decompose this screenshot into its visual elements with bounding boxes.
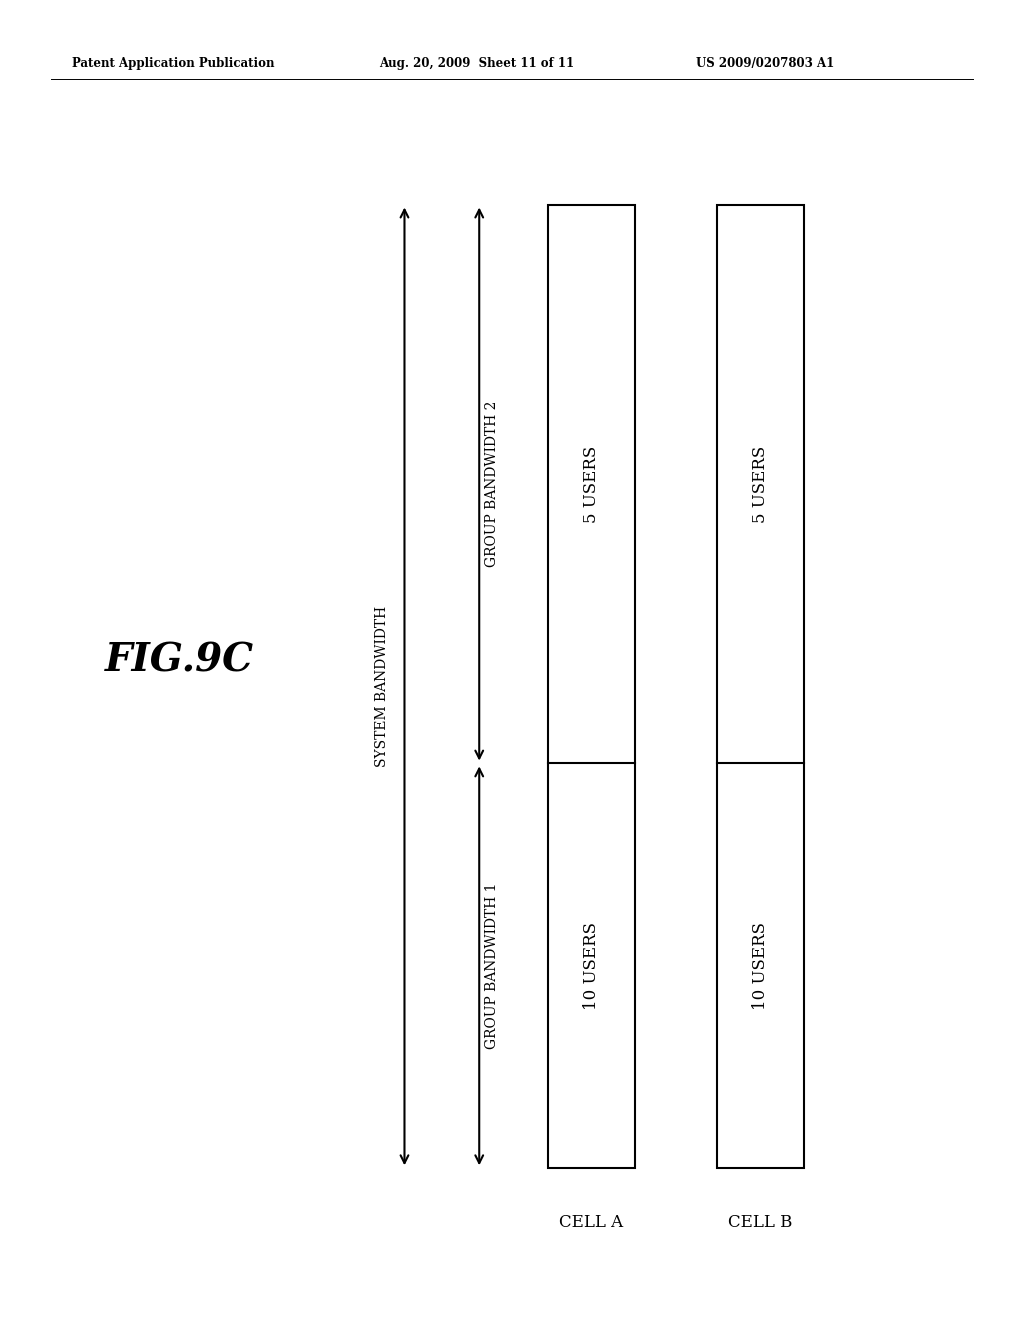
Bar <box>717 205 804 1168</box>
Text: US 2009/0207803 A1: US 2009/0207803 A1 <box>696 57 835 70</box>
Bar <box>548 205 635 1168</box>
Text: Aug. 20, 2009  Sheet 11 of 11: Aug. 20, 2009 Sheet 11 of 11 <box>379 57 574 70</box>
Text: CELL A: CELL A <box>559 1214 624 1232</box>
Text: 5 USERS: 5 USERS <box>583 445 600 523</box>
Text: SYSTEM BANDWIDTH: SYSTEM BANDWIDTH <box>375 606 389 767</box>
Text: 10 USERS: 10 USERS <box>583 921 600 1010</box>
Text: 5 USERS: 5 USERS <box>752 445 769 523</box>
Text: CELL B: CELL B <box>728 1214 793 1232</box>
Text: GROUP BANDWIDTH 1: GROUP BANDWIDTH 1 <box>484 883 499 1049</box>
Text: 10 USERS: 10 USERS <box>752 921 769 1010</box>
Text: FIG.9C: FIG.9C <box>104 642 254 678</box>
Text: Patent Application Publication: Patent Application Publication <box>72 57 274 70</box>
Text: GROUP BANDWIDTH 2: GROUP BANDWIDTH 2 <box>484 401 499 568</box>
